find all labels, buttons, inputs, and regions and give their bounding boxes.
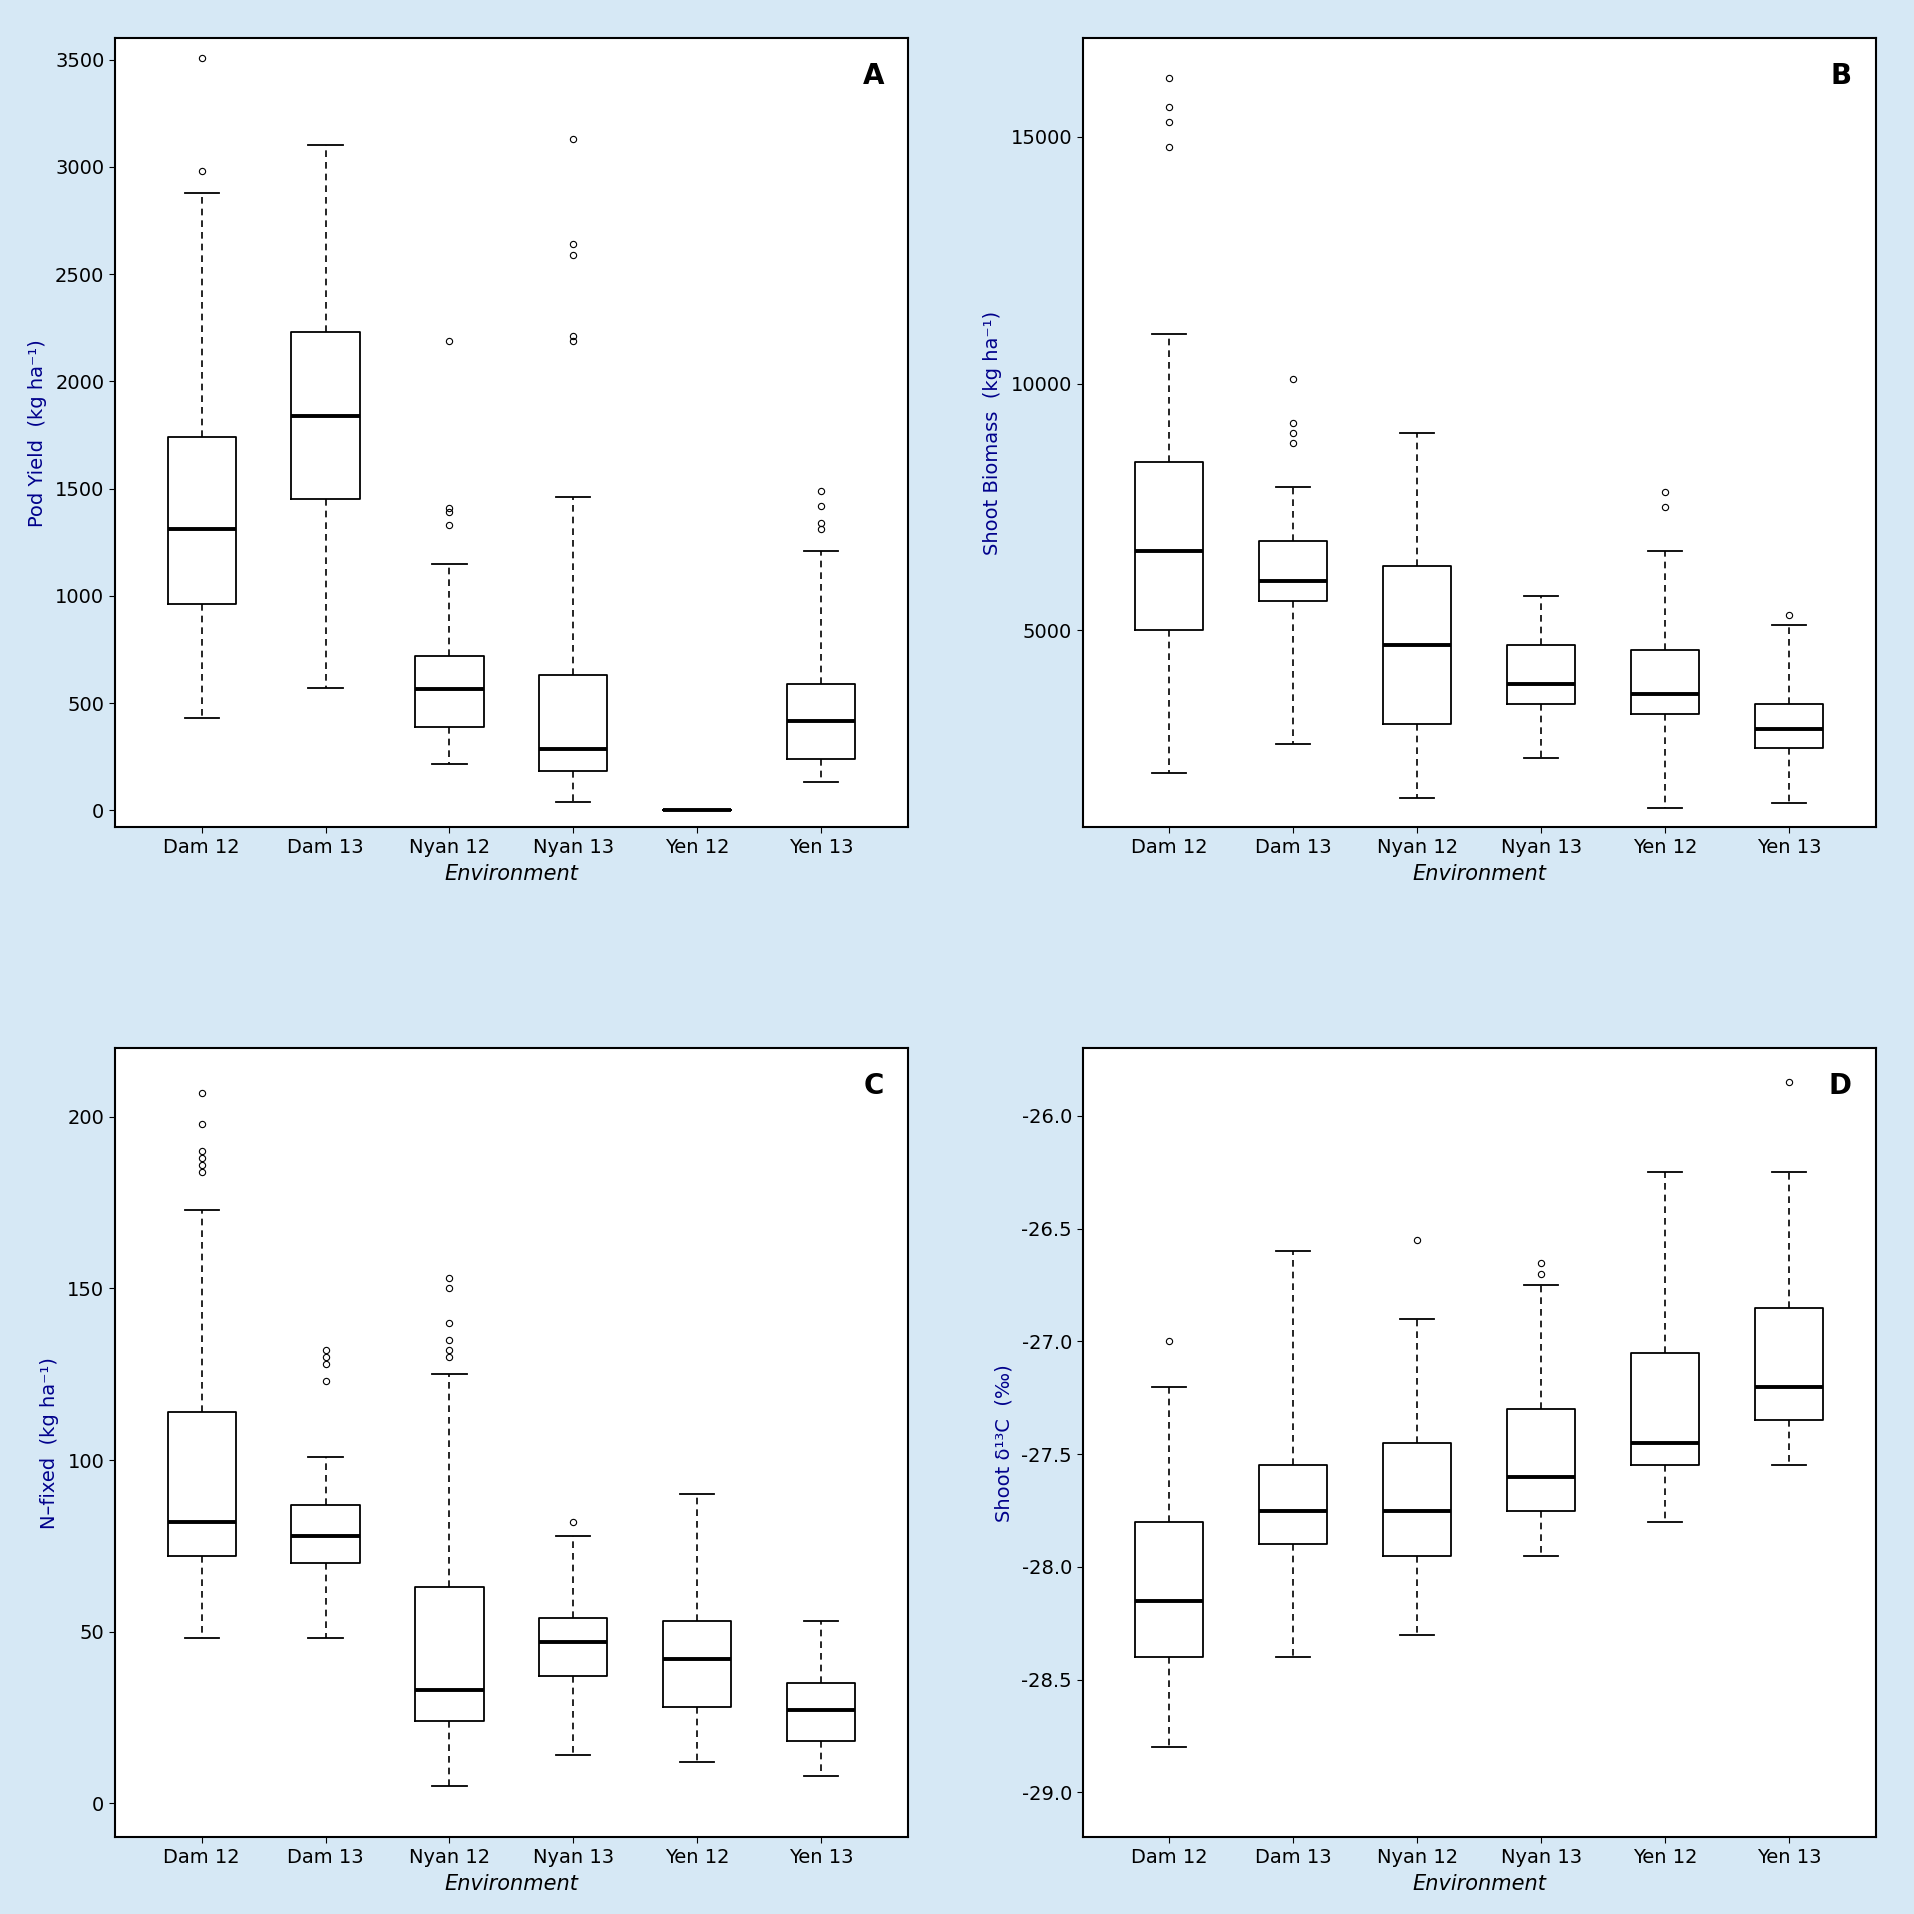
X-axis label: Environment: Environment xyxy=(1413,1874,1547,1893)
Text: D: D xyxy=(1830,1072,1853,1101)
X-axis label: Environment: Environment xyxy=(444,863,578,884)
Y-axis label: N–fixed  (kg ha⁻¹): N–fixed (kg ha⁻¹) xyxy=(40,1357,59,1529)
Y-axis label: Shoot δ¹³C  (‰): Shoot δ¹³C (‰) xyxy=(993,1365,1013,1522)
X-axis label: Environment: Environment xyxy=(1413,863,1547,884)
Text: A: A xyxy=(863,61,884,90)
Y-axis label: Pod Yield  (kg ha⁻¹): Pod Yield (kg ha⁻¹) xyxy=(27,339,46,526)
Y-axis label: Shoot Biomass  (kg ha⁻¹): Shoot Biomass (kg ha⁻¹) xyxy=(984,310,1003,555)
Text: B: B xyxy=(1832,61,1853,90)
Text: C: C xyxy=(863,1072,884,1101)
X-axis label: Environment: Environment xyxy=(444,1874,578,1893)
